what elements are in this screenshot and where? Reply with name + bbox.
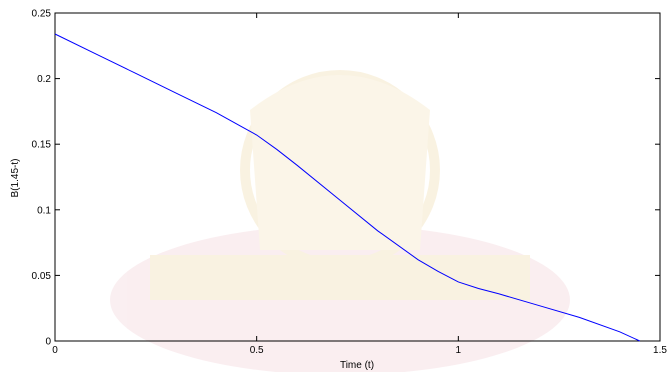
x-tick-label: 1: [456, 345, 462, 356]
plot-frame: [54, 12, 661, 342]
y-axis-label: B(1.45-t): [10, 159, 21, 198]
y-tick-label: 0.1: [37, 205, 51, 216]
x-tick-label: 0: [52, 345, 58, 356]
watermark-seal: [110, 70, 570, 375]
series-layer: [54, 33, 641, 342]
y-tick-label: 0: [45, 337, 51, 348]
y-tick-label: 0.2: [37, 74, 51, 85]
y-tick-label: 0.05: [32, 271, 52, 282]
axes-layer: 0 0.5 1 1.5 0 0.05 0.1 0.15 0.2 0.25: [32, 9, 667, 357]
series-line: [54, 33, 641, 342]
x-tick-label: 1.5: [653, 345, 667, 356]
y-tick-label: 0.25: [32, 9, 52, 20]
x-tick-label: 0.5: [250, 345, 264, 356]
x-axis-label: Time (t): [340, 360, 374, 371]
y-tick-label: 0.15: [32, 140, 52, 151]
